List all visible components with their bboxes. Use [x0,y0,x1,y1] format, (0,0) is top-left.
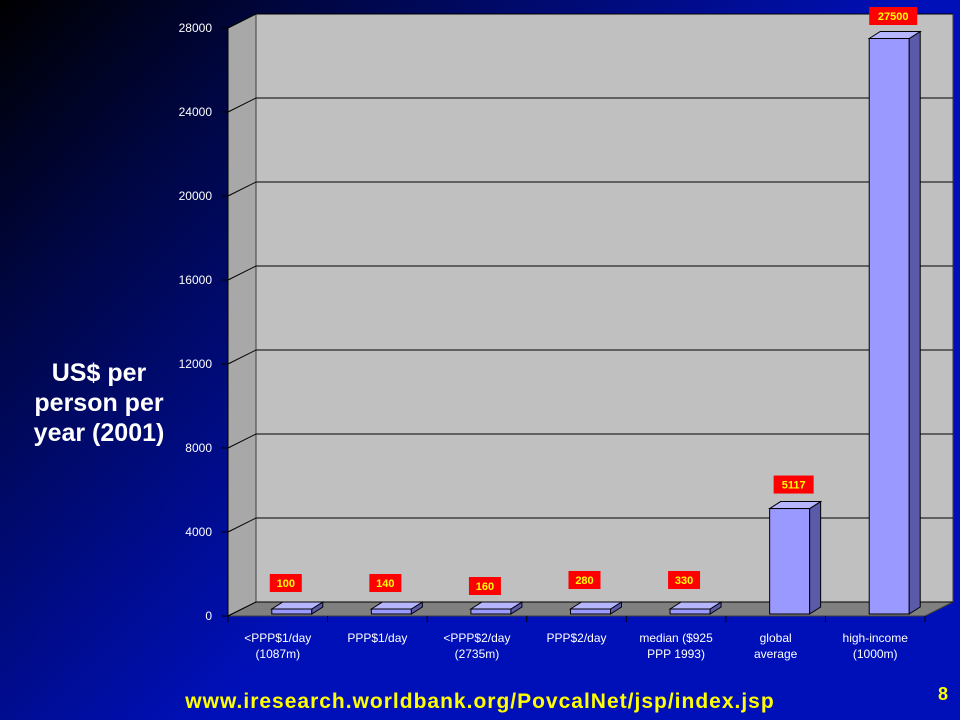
bar-front [868,38,910,615]
y-tick-label: 4000 [185,525,212,539]
x-tick-label: PPP$2/day [546,631,606,645]
page-number: 8 [937,684,948,704]
data-label: 160 [468,577,501,595]
bar-side [908,30,921,615]
bar-front [470,608,512,615]
data-label: 27500 [869,7,918,25]
y-tick-label: 24000 [179,105,213,119]
bar-side [809,500,822,615]
y-tick-label: 16000 [179,273,213,287]
gridlines [227,13,953,617]
data-label-bg [773,475,814,494]
data-label-text: 100 [277,578,295,590]
data-label: 140 [369,574,402,592]
bar-top [369,601,425,610]
x-tick-label: high-income [843,631,909,645]
x-tick-label: global [760,631,792,645]
x-tick-label: average [754,647,798,661]
gridline [227,97,953,113]
data-label-text: 140 [376,578,394,590]
back-wall [255,13,954,603]
bar-front [370,608,412,615]
bar-top [469,601,524,610]
side-wall [227,13,257,617]
y-tick-label: 0 [205,609,212,623]
bar [568,601,624,615]
bar [469,601,524,615]
data-label-bg [568,571,601,589]
bar-top [270,601,325,610]
x-tick-label: (1087m) [255,647,300,661]
gridline [227,517,953,533]
x-tick-label: (1000m) [853,647,898,661]
bar [767,500,823,615]
bar [867,30,922,615]
y-tick-label: 28000 [179,21,213,35]
data-labels: 100 140 160 280 330 5117 27500 [269,7,918,595]
gridline [227,181,953,197]
bar [668,601,723,615]
bar-front [769,508,811,615]
data-label-bg [269,574,302,592]
data-label-bg [369,574,402,592]
x-tick-label: <PPP$1/day [244,631,311,645]
y-tick-label: 20000 [179,189,213,203]
data-label-text: 160 [476,581,494,593]
bar [369,601,425,615]
chart-walls [227,13,954,617]
source-url: www.iresearch.worldbank.org/PovcalNet/js… [185,690,775,713]
data-label-bg [869,7,918,25]
data-label-text: 330 [675,575,693,587]
y-tick-label: 12000 [179,357,213,371]
x-tick-label: median ($925 [639,631,713,645]
bar-front [669,608,711,615]
data-label-text: 5117 [782,480,806,492]
y-axis-ticks: 0 4000 8000 12000 16000 20000 24000 28000 [179,21,229,623]
x-tick-label: (2735m) [455,647,500,661]
x-axis-labels: <PPP$1/day (1087m) PPP$1/day <PPP$2/day (273… [227,616,926,661]
y-axis-label: US$ per person per year (2001) [33,359,165,447]
data-label-bg [468,577,501,595]
x-tick-label: <PPP$2/day [443,631,510,645]
data-label: 100 [269,574,302,592]
data-label: 330 [668,571,701,589]
gridline [227,13,953,29]
bar-front [570,608,611,615]
x-tick-label: PPP 1993) [647,647,705,661]
data-label: 5117 [773,475,814,494]
gridline [227,349,953,365]
bar-top [867,31,922,39]
bar-front [271,608,313,615]
data-label-text: 280 [575,575,593,587]
gridline [227,265,953,281]
y-tick-label: 8000 [185,441,212,455]
data-label-bg [668,571,701,589]
bar-top [668,601,723,610]
x-tick-label: PPP$1/day [347,631,407,645]
data-label-text: 27500 [878,11,909,23]
bar-top [767,501,823,510]
bars [270,30,922,615]
bar-top [568,601,624,610]
data-label: 280 [568,571,601,589]
gridline [227,433,953,449]
bar [270,601,325,615]
